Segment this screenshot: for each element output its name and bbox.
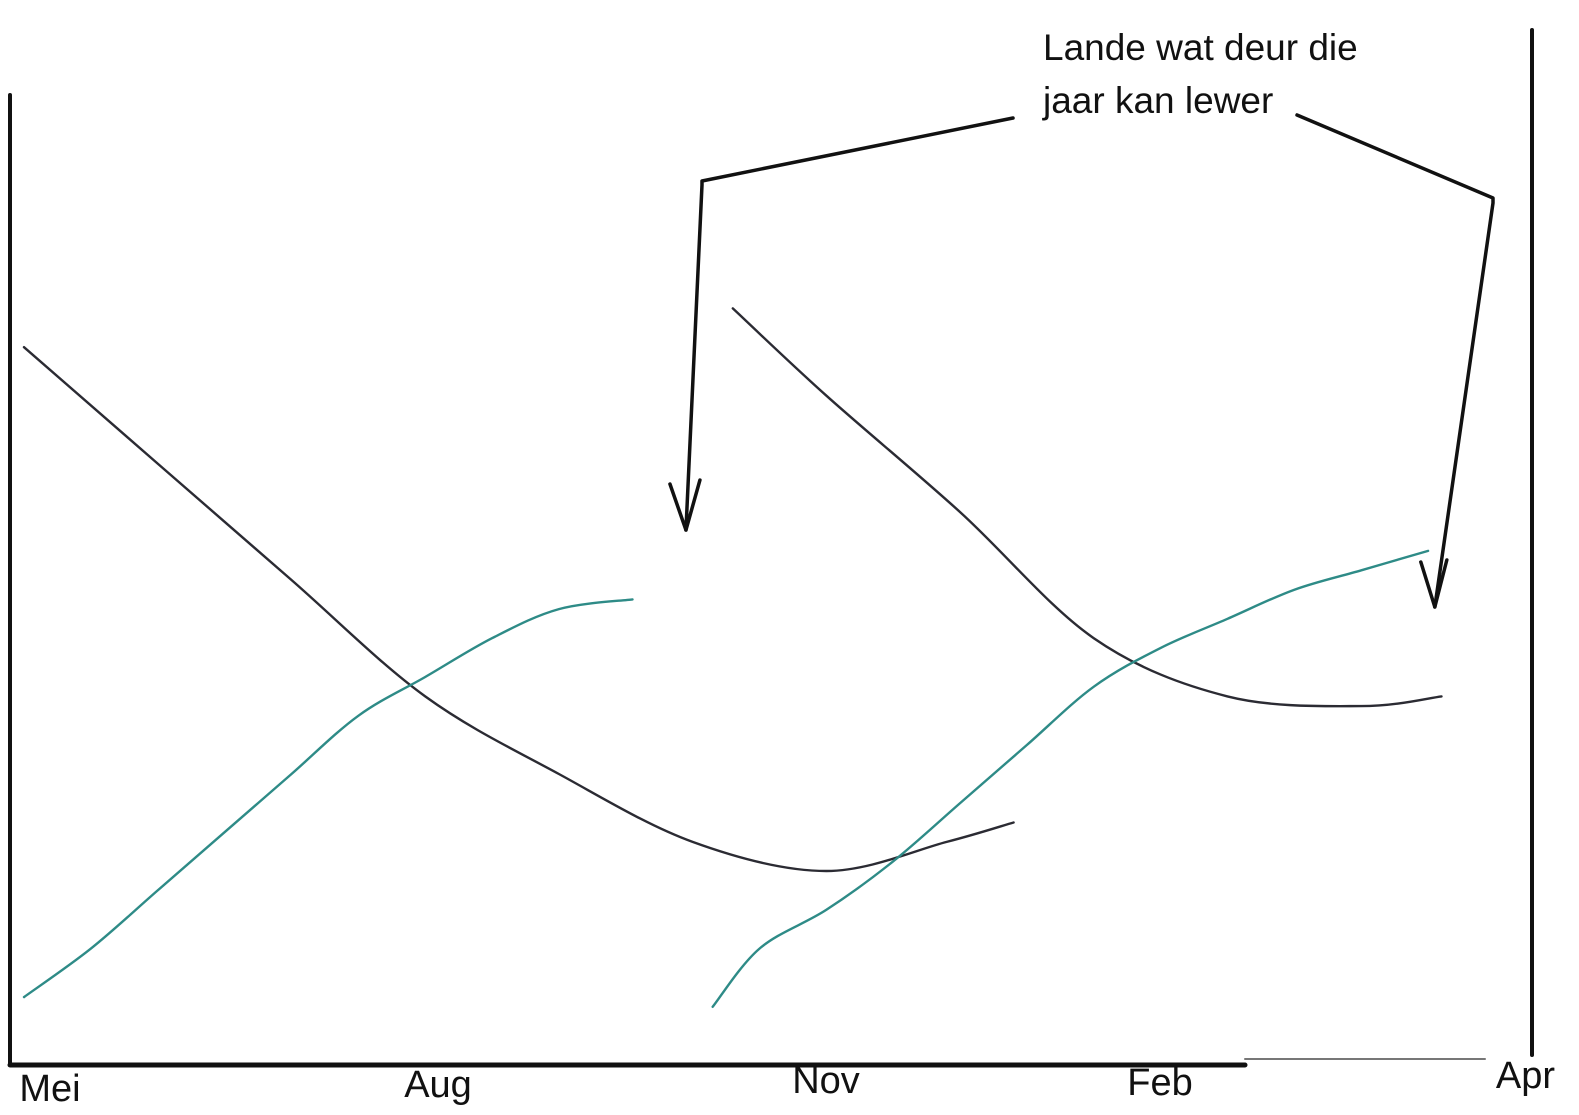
series-2-line-segment-1 [22, 598, 634, 999]
series-1-line-segment-2 [731, 307, 1443, 708]
series-layer [22, 307, 1443, 1008]
x-tick-label: Aug [404, 1064, 472, 1106]
annotation-text-line: Lande wat deur die [1043, 27, 1358, 68]
annotation: Lande wat deur die jaar kan lewer [668, 27, 1495, 609]
annotation-arrowhead-left [668, 478, 702, 532]
x-tick-label: Apr [1496, 1055, 1555, 1097]
x-tick-label: Feb [1127, 1062, 1192, 1104]
axes [7, 28, 1534, 1068]
annotation-arrowhead-right [1419, 558, 1449, 609]
x-tick-label: Nov [792, 1060, 860, 1102]
x-tick-label: Mei [19, 1068, 80, 1110]
series-2-line-segment-2 [711, 549, 1430, 1008]
x-tick-labels: Mei Aug Nov Feb Apr [19, 1055, 1555, 1110]
annotation-leader-left [684, 116, 1015, 532]
series-1-line-segment-1 [22, 346, 1015, 873]
annotation-text-line: jaar kan lewer [1042, 80, 1273, 121]
annotation-leader-right [1295, 113, 1495, 609]
